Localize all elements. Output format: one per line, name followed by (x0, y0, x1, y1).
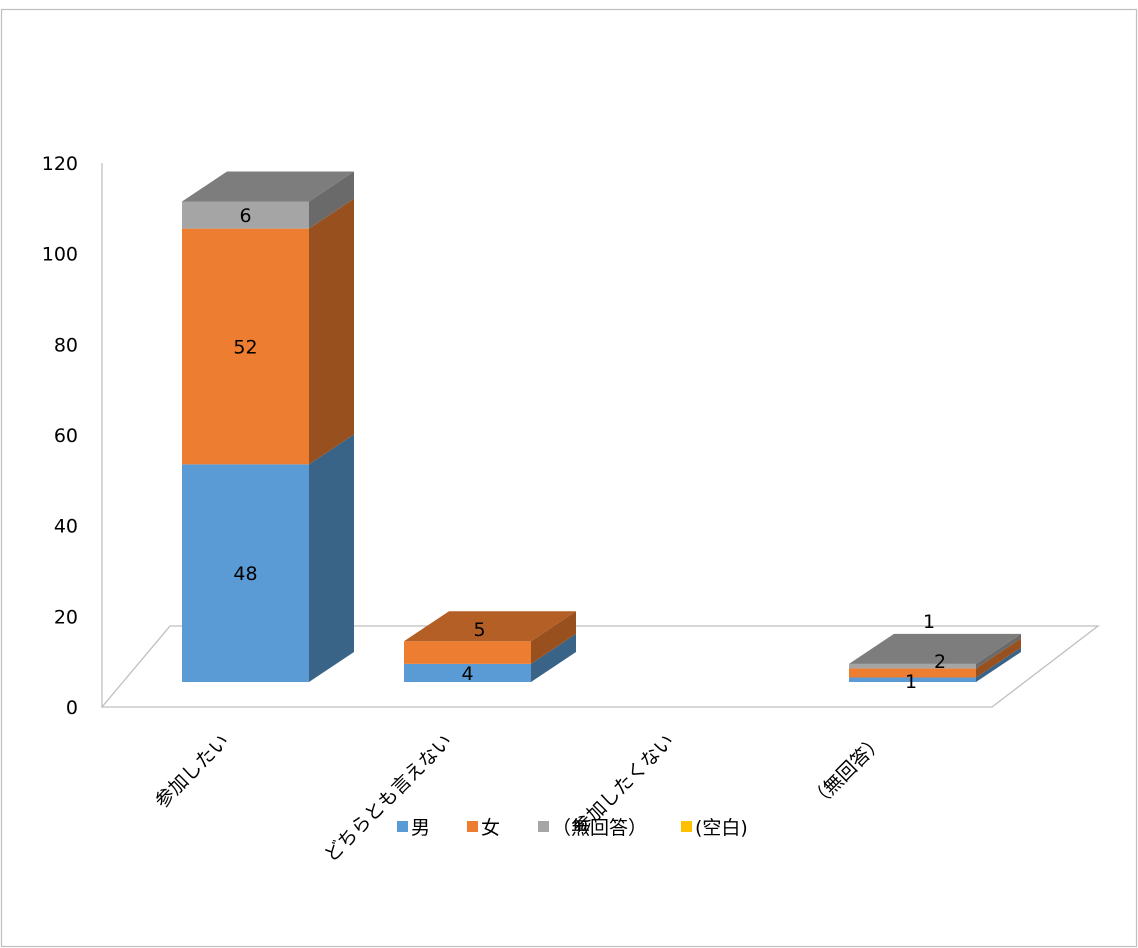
y-tick-label: 0 (66, 697, 78, 719)
legend-label: （無回答） (552, 817, 647, 839)
data-label: 4 (461, 663, 473, 685)
bar-segment (849, 638, 1021, 678)
bar-side-face (309, 434, 354, 682)
bar-segment (182, 434, 354, 682)
y-tick-label: 60 (54, 425, 78, 447)
data-label: 48 (233, 563, 257, 585)
bar-top-face (182, 171, 354, 202)
bar-segment (404, 611, 576, 664)
legend-swatch (681, 821, 692, 832)
y-tick-label: 20 (54, 606, 78, 628)
legend-item: 男 (397, 817, 430, 839)
legend-swatch (397, 821, 408, 832)
legend-swatch (538, 821, 549, 832)
bar-side-face (976, 633, 1021, 669)
bar-front-face (182, 464, 309, 682)
bar-side-face (309, 198, 354, 465)
bar-front-face (849, 663, 976, 669)
legend-label: 女 (481, 817, 500, 839)
y-tick-label: 40 (54, 516, 78, 538)
bar-segment (849, 647, 1021, 682)
bar-top-face (404, 611, 576, 642)
bar-front-face (849, 668, 976, 678)
bar-side-face (531, 611, 576, 664)
y-tick-label: 120 (42, 153, 78, 175)
bar-segment (182, 171, 354, 229)
bar-side-face (976, 647, 1021, 682)
y-tick-label: 100 (42, 244, 78, 266)
data-label: 52 (233, 337, 257, 359)
data-label: 1 (905, 671, 917, 693)
bar-front-face (182, 228, 309, 465)
data-label: 1 (923, 611, 935, 633)
legend-label: 男 (411, 817, 430, 839)
data-label: 6 (239, 205, 251, 227)
bar-front-face (404, 641, 531, 664)
bar-front-face (182, 201, 309, 229)
data-label: 2 (934, 651, 946, 673)
legend-item: （無回答） (538, 817, 647, 839)
bar-top-face (849, 633, 1021, 664)
bar-side-face (531, 633, 576, 682)
legend-item: 女 (467, 817, 500, 839)
y-tick-label: 80 (54, 334, 78, 356)
chart-floor (100, 625, 1100, 708)
bar-front-face (849, 677, 976, 682)
bar-segment (182, 198, 354, 465)
bar-segment (849, 633, 1021, 669)
legend-label: (空白) (695, 817, 748, 839)
data-label: 5 (473, 619, 485, 641)
bar-side-face (309, 171, 354, 229)
bar-front-face (404, 663, 531, 682)
bar-side-face (976, 638, 1021, 678)
bar-segment (404, 633, 576, 682)
legend-item: (空白) (681, 817, 748, 839)
legend-swatch (467, 821, 478, 832)
